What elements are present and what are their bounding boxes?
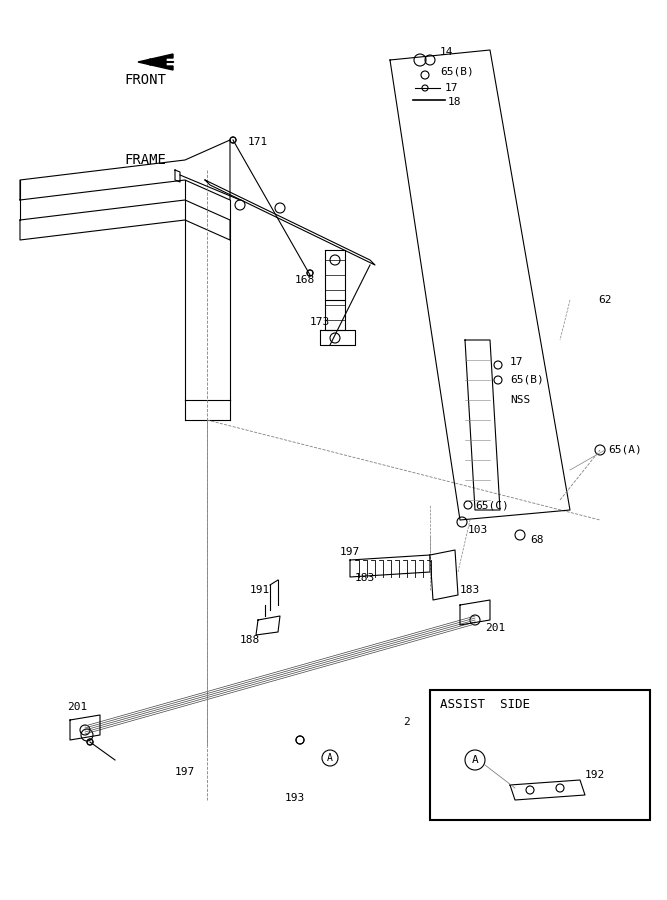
Text: 65(B): 65(B)	[440, 67, 474, 77]
Text: 2: 2	[403, 717, 410, 727]
Text: A: A	[472, 755, 478, 765]
Circle shape	[87, 739, 93, 745]
Text: ASSIST  SIDE: ASSIST SIDE	[440, 698, 530, 712]
Text: 65(A): 65(A)	[608, 445, 642, 455]
Circle shape	[296, 736, 304, 744]
Text: 14: 14	[440, 47, 454, 57]
Text: 183: 183	[460, 585, 480, 595]
Text: 65(B): 65(B)	[510, 375, 544, 385]
Text: 103: 103	[468, 525, 488, 535]
Text: 191: 191	[250, 585, 270, 595]
Text: 65(C): 65(C)	[475, 500, 509, 510]
Bar	[430, 690, 650, 820]
Text: 201: 201	[485, 623, 505, 633]
Text: 183: 183	[355, 573, 376, 583]
Text: 173: 173	[310, 317, 330, 327]
Text: FRONT: FRONT	[124, 73, 166, 87]
Text: 201: 201	[67, 702, 87, 712]
Circle shape	[307, 270, 313, 276]
Polygon shape	[138, 54, 173, 70]
Circle shape	[230, 137, 236, 143]
Text: 68: 68	[530, 535, 544, 545]
Text: FRAME: FRAME	[124, 153, 166, 167]
Text: 188: 188	[240, 635, 260, 645]
Text: 193: 193	[285, 793, 305, 803]
Text: 192: 192	[585, 770, 605, 780]
Text: 17: 17	[510, 357, 524, 367]
Text: 18: 18	[448, 97, 462, 107]
Text: 17: 17	[445, 83, 458, 93]
Text: 168: 168	[295, 275, 315, 285]
Text: 171: 171	[248, 137, 268, 147]
Text: A: A	[327, 753, 333, 763]
Text: 197: 197	[340, 547, 360, 557]
Text: NSS: NSS	[510, 395, 530, 405]
Text: 197: 197	[175, 767, 195, 777]
Text: 62: 62	[598, 295, 612, 305]
